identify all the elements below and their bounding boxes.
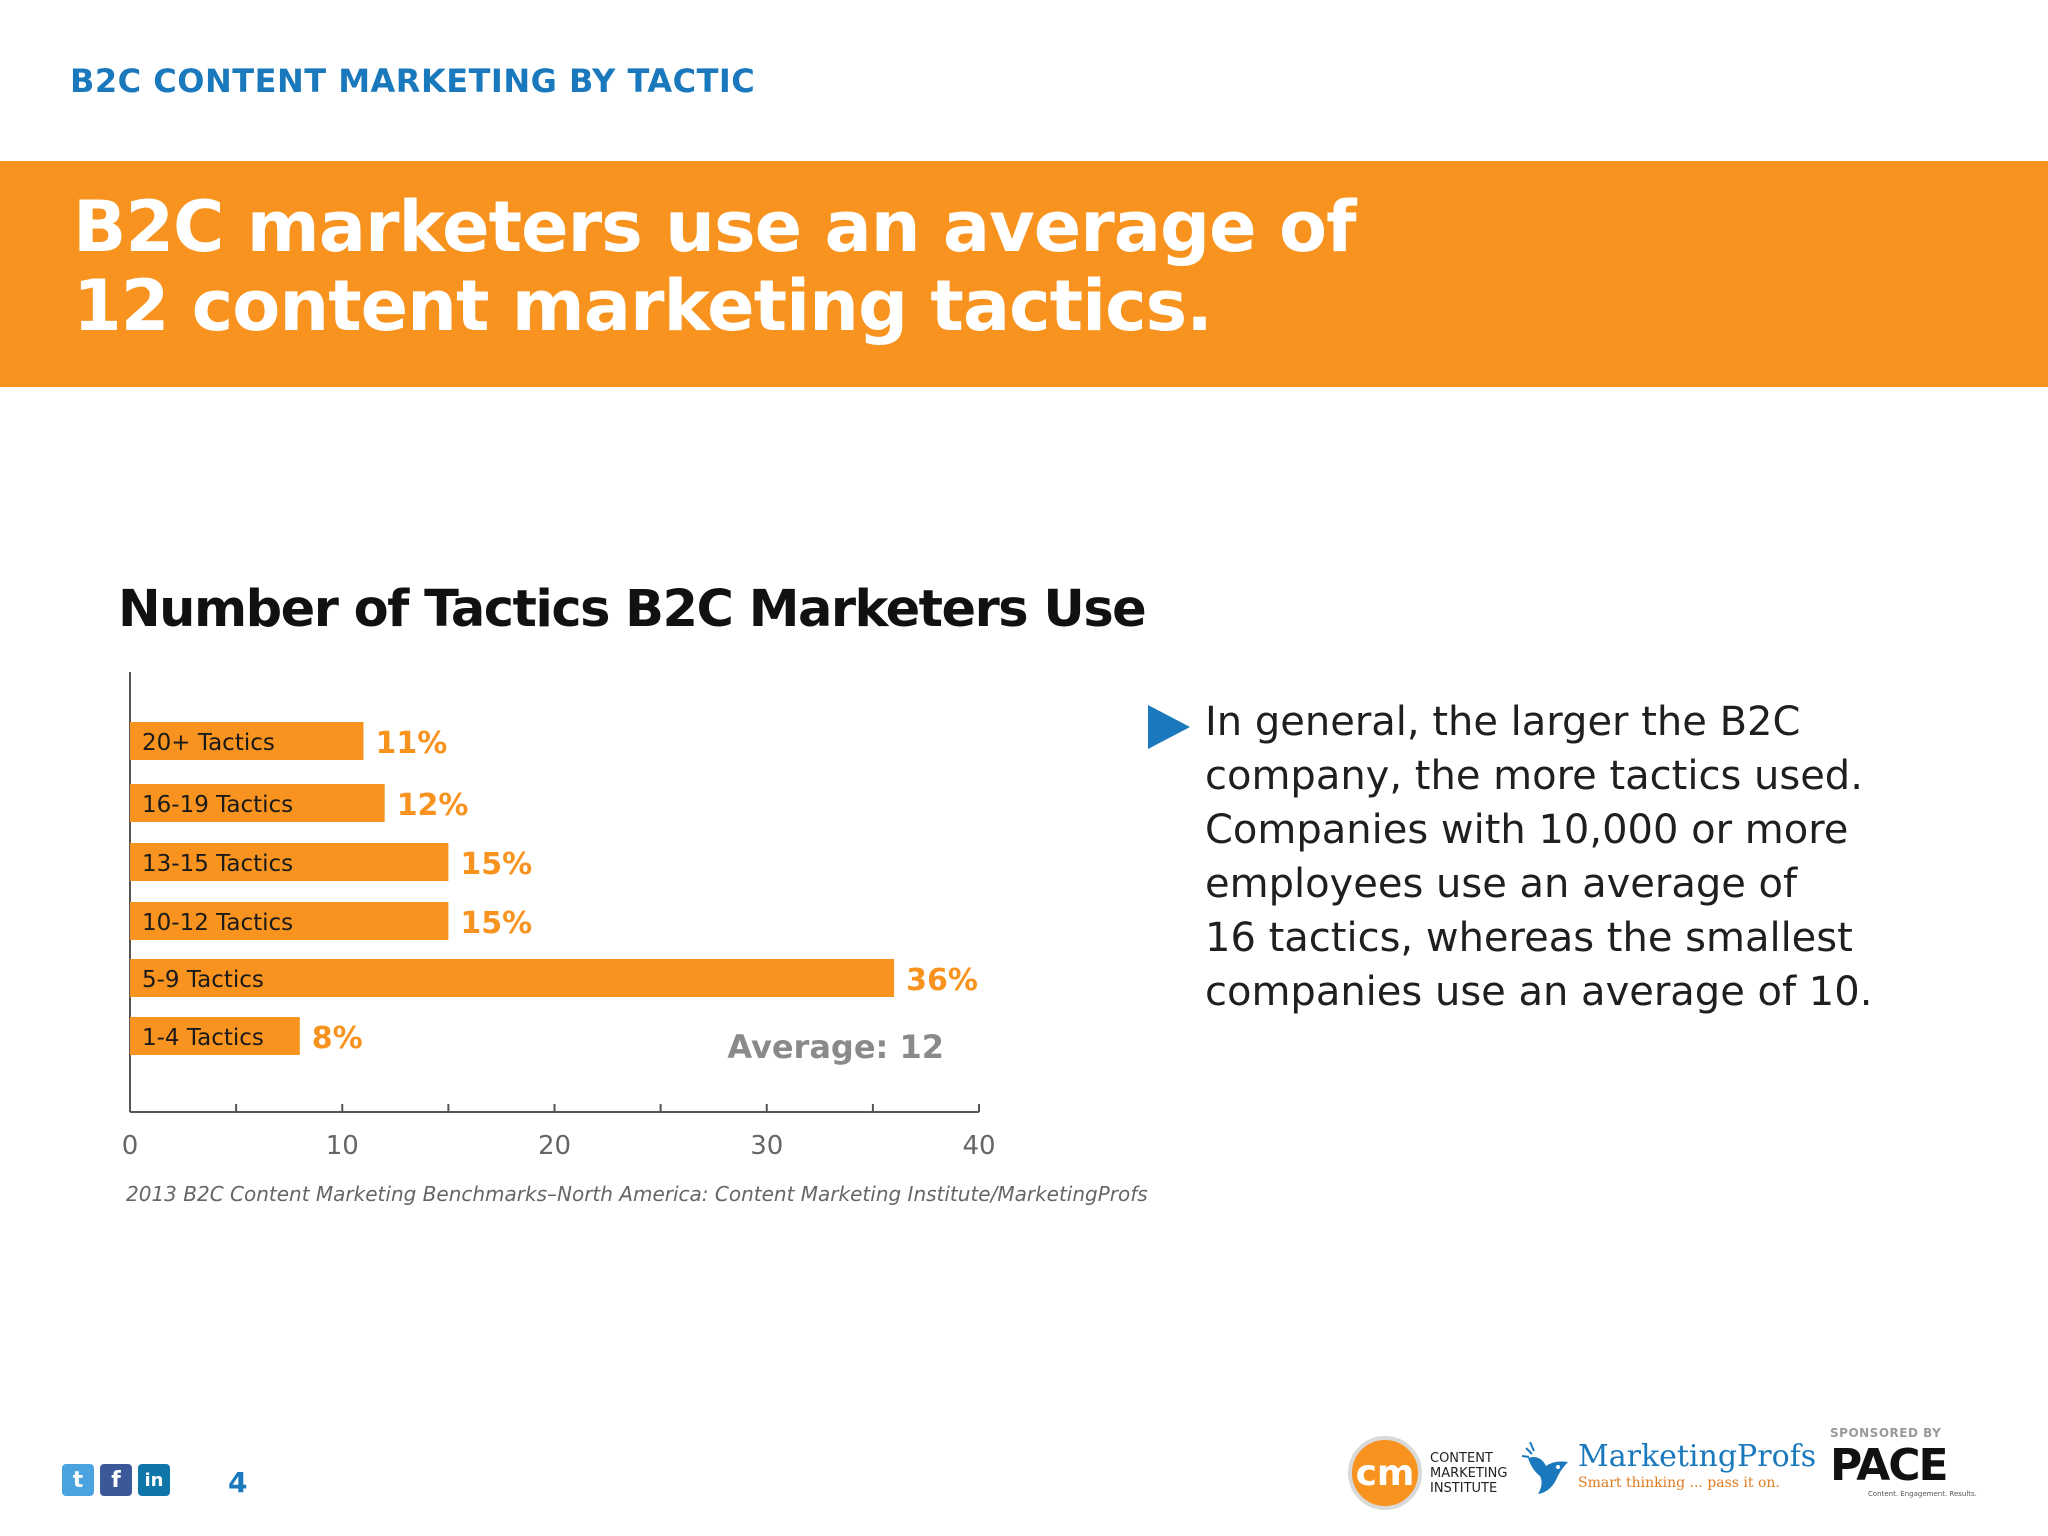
insight-line: companies use an average of 10. xyxy=(1205,969,1873,1015)
chart-title: Number of Tactics B2C Marketers Use xyxy=(118,580,1147,639)
pace-tagline: Content. Engagement. Results. xyxy=(1868,1490,1977,1498)
bar-value-label: 12% xyxy=(397,788,469,823)
section-label: B2C CONTENT MARKETING BY TACTIC xyxy=(70,62,756,100)
bar-value-label: 15% xyxy=(460,906,532,941)
insight-line: In general, the larger the B2C xyxy=(1205,699,1801,745)
insight-text: In general, the larger the B2C company, … xyxy=(1205,695,1985,1019)
insight-line: employees use an average of xyxy=(1205,861,1798,907)
bird-icon xyxy=(1521,1441,1568,1494)
page-number: 4 xyxy=(228,1466,248,1499)
x-tick-label: 10 xyxy=(326,1131,359,1161)
cmi-line: MARKETING xyxy=(1430,1465,1508,1481)
facebook-icon[interactable]: f xyxy=(100,1464,132,1496)
cmi-wordmark: CONTENT MARKETING INSTITUTE xyxy=(1430,1451,1507,1496)
bar xyxy=(130,902,449,940)
average-annotation: Average: 12 xyxy=(727,1028,944,1066)
insight-line: Companies with 10,000 or more xyxy=(1205,807,1849,853)
headline: B2C marketers use an average of 12 conte… xyxy=(73,188,1473,346)
cmi-line: INSTITUTE xyxy=(1430,1480,1498,1496)
bar xyxy=(130,784,385,822)
bar-category-label: 20+ Tactics xyxy=(142,730,275,756)
x-tick-label: 30 xyxy=(750,1131,783,1161)
cmi-line: CONTENT xyxy=(1430,1450,1493,1466)
source-citation: 2013 B2C Content Marketing Benchmarks–No… xyxy=(126,1182,1148,1206)
twitter-icon[interactable]: t xyxy=(62,1464,94,1496)
sponsor-block: SPONSORED BY PACE Content. Engagement. R… xyxy=(1830,1426,1977,1498)
cmi-mark: cm xyxy=(1348,1436,1422,1510)
sponsor-label: SPONSORED BY xyxy=(1830,1426,1942,1440)
bar-category-label: 1-4 Tactics xyxy=(142,1025,264,1051)
bar-value-label: 36% xyxy=(906,963,978,998)
bullet-arrow-icon xyxy=(1148,705,1190,749)
insight-line: company, the more tactics used. xyxy=(1205,753,1863,799)
bar-category-label: 13-15 Tactics xyxy=(142,851,293,877)
bar xyxy=(130,959,895,997)
linkedin-icon[interactable]: in xyxy=(138,1464,170,1496)
social-links: t f in xyxy=(62,1464,170,1496)
headline-line-2: 12 content marketing tactics. xyxy=(73,265,1213,347)
marketingprofs-name: MarketingProfs xyxy=(1578,1439,1817,1474)
bar-category-label: 5-9 Tactics xyxy=(142,967,264,993)
x-tick-label: 0 xyxy=(122,1131,139,1161)
bar-category-label: 10-12 Tactics xyxy=(142,910,293,936)
bar xyxy=(130,722,364,760)
headline-line-1: B2C marketers use an average of xyxy=(73,186,1357,268)
headline-banner xyxy=(0,161,2048,387)
bar-category-label: 16-19 Tactics xyxy=(142,792,293,818)
insight-line: 16 tactics, whereas the smallest xyxy=(1205,915,1853,961)
cmi-logo: cm CONTENT MARKETING INSTITUTE xyxy=(1348,1436,1507,1510)
marketingprofs-tagline: Smart thinking ... pass it on. xyxy=(1578,1475,1780,1491)
bar xyxy=(130,1017,300,1055)
x-tick-label: 20 xyxy=(538,1131,571,1161)
pace-logo: PACE xyxy=(1830,1440,1949,1491)
bar xyxy=(130,843,449,881)
bar-value-label: 11% xyxy=(375,726,447,761)
marketingprofs-logo: MarketingProfs Smart thinking ... pass i… xyxy=(1520,1440,1816,1500)
bar-value-label: 8% xyxy=(312,1021,363,1056)
bar-value-label: 15% xyxy=(460,847,532,882)
x-tick-label: 40 xyxy=(962,1131,995,1161)
